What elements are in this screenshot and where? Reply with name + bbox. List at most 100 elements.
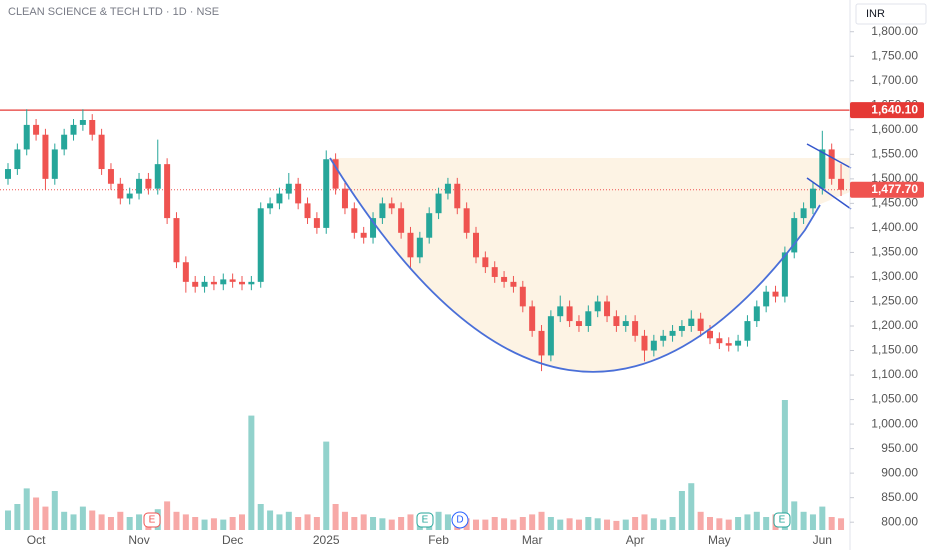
candle-body (463, 208, 470, 233)
volume-bar (744, 514, 751, 530)
candle-body (688, 318, 695, 326)
candle-body (295, 183, 302, 204)
volume-bar (192, 517, 199, 530)
last-price-label: 1,477.70 (871, 182, 918, 196)
x-tick-label: Jun (813, 533, 832, 547)
candle-body (632, 321, 639, 336)
volume-bar (398, 517, 405, 530)
candle-body (604, 301, 611, 317)
y-tick-label: 1,150.00 (871, 343, 918, 357)
event-label: D (456, 515, 463, 526)
candle-body (585, 311, 592, 326)
candle-body (641, 335, 648, 351)
candle-body (276, 193, 283, 204)
x-tick-label: May (708, 533, 731, 547)
volume-bar (42, 506, 49, 530)
volume-bar (575, 519, 582, 530)
candle-body (5, 169, 11, 179)
candle-body (398, 208, 405, 233)
candle-body (351, 208, 358, 233)
candle-body (388, 203, 395, 209)
candle-body (557, 306, 564, 317)
candle-body (501, 276, 508, 282)
event-e1[interactable]: E (143, 512, 161, 528)
candle-body (248, 281, 255, 285)
candle-body (239, 281, 245, 285)
y-tick-label: 1,550.00 (871, 147, 918, 161)
volume-bar (341, 511, 348, 530)
volume-bar (641, 514, 648, 530)
x-tick-label: Dec (222, 533, 243, 547)
volume-bar (529, 514, 536, 530)
candle-body (313, 218, 320, 228)
candle-body (416, 237, 423, 258)
volume-bar (838, 518, 845, 530)
y-tick-label: 1,100.00 (871, 367, 918, 381)
channel-bottom (806, 177, 852, 210)
cup-curve (329, 157, 821, 373)
volume-bar (360, 514, 367, 530)
candle-body (192, 281, 199, 287)
candle-body (613, 316, 620, 326)
volume-bar (332, 504, 339, 530)
volume-bar (210, 518, 217, 530)
x-tick-label: Feb (428, 533, 449, 547)
volume-bar (585, 517, 592, 530)
volume-bar (33, 497, 40, 530)
x-tick-label: Nov (128, 533, 149, 547)
candle-body (42, 134, 49, 179)
volume-bar (239, 514, 245, 530)
volume-bar (594, 518, 601, 530)
candle-body (547, 316, 554, 356)
candle-body (538, 330, 545, 356)
volume-bar (753, 511, 760, 530)
y-tick-label: 1,300.00 (871, 269, 918, 283)
volume-bar (435, 511, 442, 530)
x-tick-label: Oct (27, 533, 46, 547)
volume-bar (473, 519, 479, 530)
volume-bar (276, 514, 283, 530)
candle-body (107, 169, 114, 184)
volume-bar (791, 501, 798, 530)
volume-bar (23, 488, 30, 530)
y-tick-label: 800.00 (881, 514, 918, 528)
event-e2[interactable]: E (416, 512, 434, 528)
currency-box[interactable] (855, 3, 927, 25)
y-tick-label: 900.00 (881, 465, 918, 479)
candle-body (341, 188, 348, 209)
volume-bar (566, 518, 573, 530)
candle-body (800, 208, 807, 219)
volume-bar (126, 517, 133, 530)
y-tick-label: 1,800.00 (871, 24, 918, 38)
candle-body (136, 178, 143, 194)
candle-body (660, 335, 667, 341)
volume-bar (547, 517, 554, 530)
volume-bar (5, 510, 11, 530)
volume-bar (604, 519, 611, 530)
volume-bar (388, 519, 395, 530)
volume-bar (828, 517, 835, 530)
candle-body (426, 213, 433, 238)
volume-bar (613, 520, 620, 530)
event-d[interactable]: D (451, 511, 469, 529)
volume-bar (501, 518, 508, 530)
candle-body (51, 149, 58, 179)
candle-body (89, 120, 96, 135)
resistance-badge (850, 102, 924, 119)
candle-body (164, 164, 171, 219)
candle-body (482, 257, 489, 268)
event-e3[interactable]: E (773, 512, 791, 528)
candle-body (838, 178, 845, 190)
y-tick-label: 1,050.00 (871, 392, 918, 406)
y-tick-label: 1,600.00 (871, 122, 918, 136)
event-label: E (779, 515, 786, 526)
candle-body (332, 159, 339, 189)
volume-bar (678, 491, 685, 530)
candle-body (669, 330, 676, 336)
candle-body (145, 178, 152, 189)
volume-bar (669, 517, 676, 530)
volume-bar (735, 517, 742, 530)
volume-bar (107, 517, 114, 530)
candle-body (154, 164, 161, 189)
